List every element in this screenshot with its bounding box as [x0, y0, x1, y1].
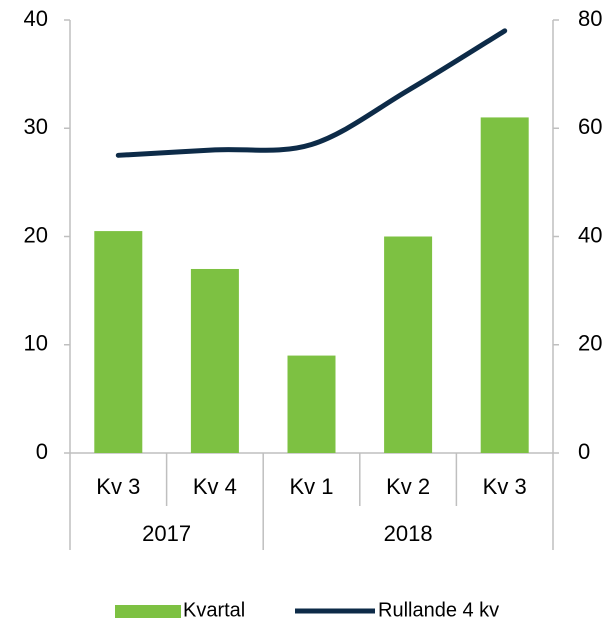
x-tick-label: Kv 4 [193, 474, 237, 499]
y2-tick-label: 40 [578, 222, 602, 247]
bar [480, 117, 529, 454]
legend-label: Rullande 4 kv [378, 599, 499, 621]
y2-tick-label: 60 [578, 114, 602, 139]
y-tick-label: 30 [24, 114, 48, 139]
bar [190, 268, 239, 453]
x-tick-label: Kv 1 [289, 474, 333, 499]
y-tick-label: 10 [24, 331, 48, 356]
y-tick-label: 0 [36, 439, 48, 464]
x-tick-label: Kv 3 [96, 474, 140, 499]
y-tick-label: 20 [24, 222, 48, 247]
x-tick-label: Kv 2 [386, 474, 430, 499]
bar [94, 231, 143, 453]
y2-tick-label: 0 [578, 439, 590, 464]
bar [287, 355, 336, 453]
y-tick-label: 40 [24, 6, 48, 31]
y2-tick-label: 80 [578, 6, 602, 31]
group-label: 2018 [384, 521, 433, 546]
y2-tick-label: 20 [578, 331, 602, 356]
legend-swatch [115, 605, 181, 618]
x-tick-label: Kv 3 [483, 474, 527, 499]
legend-label: Kvartal [183, 599, 245, 621]
bar [384, 236, 433, 453]
line [115, 28, 508, 158]
group-label: 2017 [142, 521, 191, 546]
